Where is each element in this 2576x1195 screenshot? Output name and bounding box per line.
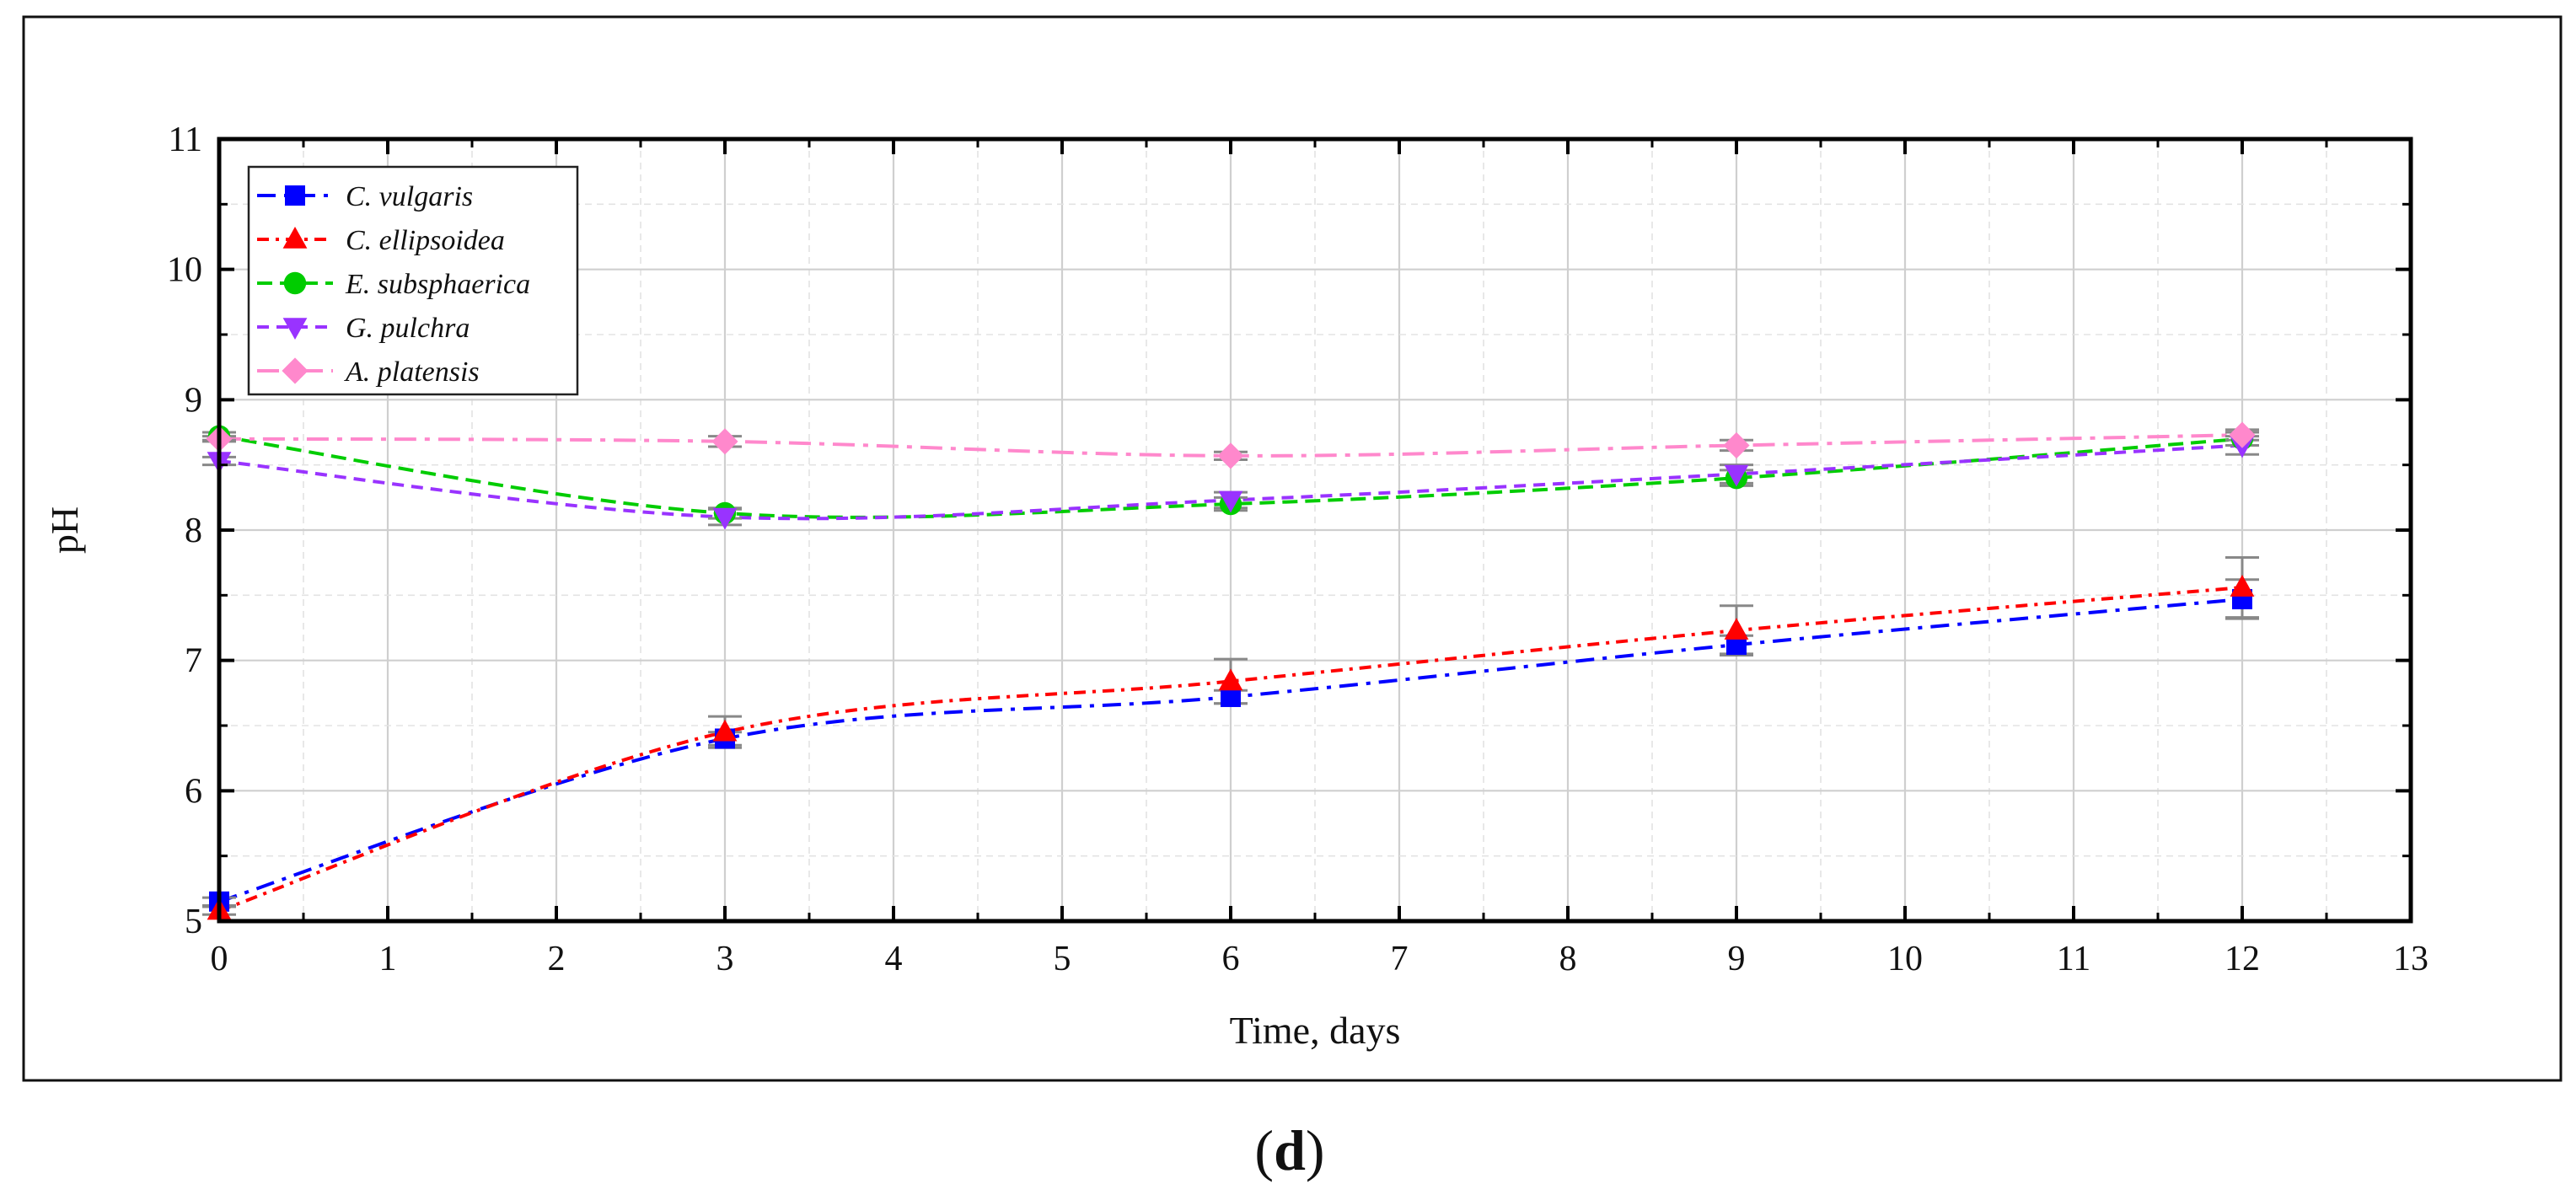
x-tick-label: 4 (885, 940, 903, 978)
x-tick-label: 2 (548, 940, 566, 978)
x-tick-label: 9 (1728, 940, 1746, 978)
data-point-c-ellipsoidea (1724, 618, 1749, 640)
x-tick-label: 0 (211, 940, 228, 978)
series-line-e-subsphaerica (218, 434, 2243, 519)
panel-label-letter: d (1274, 1118, 1306, 1182)
series-line-c-ellipsoidea (218, 586, 2243, 913)
legend-label-e-subsphaerica: E. subsphaerica (345, 269, 530, 300)
x-tick-label: 6 (1222, 940, 1240, 978)
y-axis-title: pH (43, 506, 86, 554)
y-tick-label: 11 (169, 121, 202, 159)
y-tick-label: 9 (185, 381, 202, 420)
legend-marker-c-vulgaris (285, 185, 305, 206)
legend-label-g-pulchra: G. pulchra (346, 313, 470, 344)
data-point-a-platensis (2229, 421, 2256, 448)
data-point-c-ellipsoidea (712, 719, 738, 742)
legend-label-a-platensis: A. platensis (344, 356, 480, 388)
y-tick-label: 10 (167, 251, 202, 290)
legend-label-c-vulgaris: C. vulgaris (346, 181, 473, 212)
data-point-a-platensis (1217, 442, 1244, 469)
data-point-c-ellipsoidea (2230, 575, 2255, 597)
legend-marker-e-subsphaerica (283, 271, 307, 295)
data-point-a-platensis (1723, 431, 1750, 459)
data-point-g-pulchra (712, 507, 738, 530)
panel-label: (d) (1254, 1118, 1324, 1182)
x-tick-label: 8 (1559, 940, 1577, 978)
x-tick-label: 3 (716, 940, 734, 978)
data-point-g-pulchra (1218, 490, 1243, 513)
x-tick-label: 13 (2393, 940, 2428, 978)
x-tick-label: 10 (1887, 940, 1923, 978)
x-tick-label: 1 (379, 940, 397, 978)
legend-marker-g-pulchra (282, 318, 308, 340)
y-tick-label: 6 (185, 772, 202, 811)
data-point-c-ellipsoidea (1218, 668, 1243, 691)
x-tick-label: 12 (2224, 940, 2260, 978)
legend-label-c-ellipsoidea: C. ellipsoidea (346, 225, 505, 256)
data-point-g-pulchra (1724, 464, 1749, 487)
x-tick-label: 5 (1054, 940, 1071, 978)
legend-marker-a-platensis (282, 357, 309, 384)
y-tick-label: 8 (185, 512, 202, 550)
y-tick-label: 7 (185, 642, 202, 681)
y-tick-label: 5 (185, 903, 202, 941)
legend: C. vulgaris C. ellipsoidea E. subsphaerica… (247, 165, 579, 396)
legend-marker-c-ellipsoidea (282, 227, 308, 249)
data-point-a-platensis (711, 428, 738, 455)
x-tick-label: 11 (2057, 940, 2090, 978)
x-tick-label: 7 (1391, 940, 1409, 978)
x-axis-title: Time, days (1230, 1009, 1401, 1052)
